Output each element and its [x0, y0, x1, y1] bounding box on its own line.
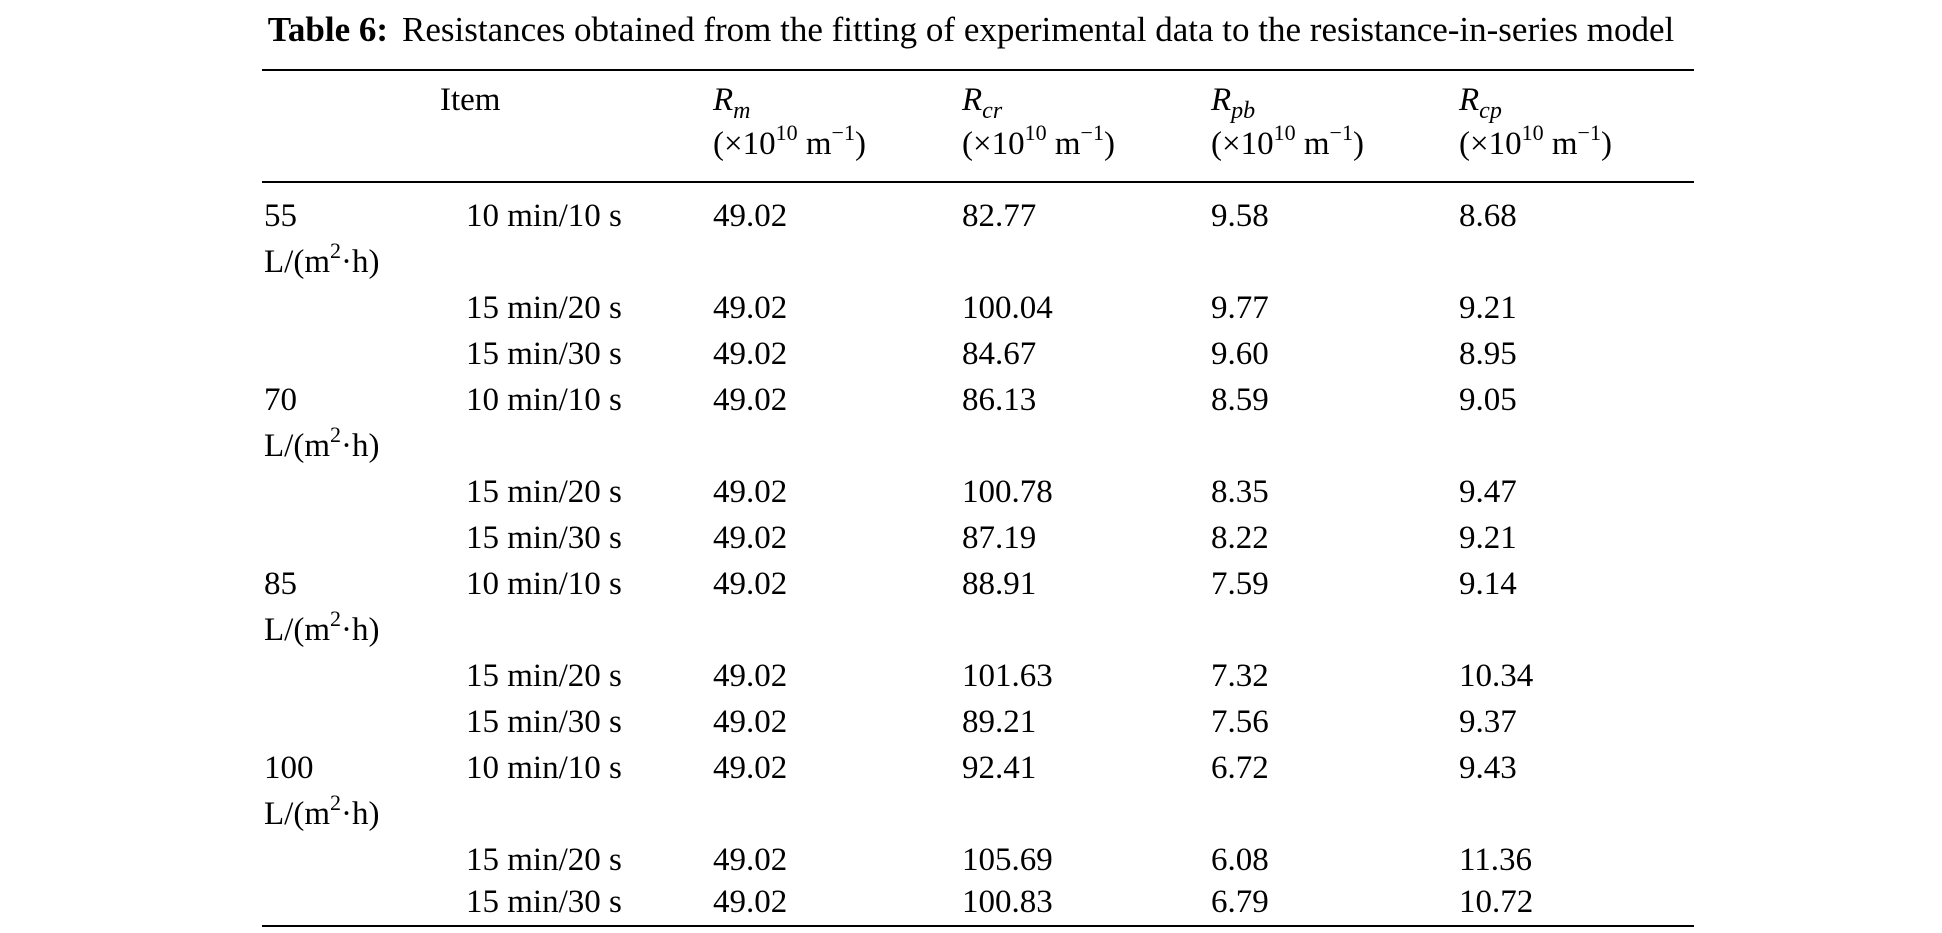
- cell-rcp: 9.21: [1459, 290, 1517, 326]
- cell-rcr: 100.78: [962, 474, 1053, 510]
- row-condition: 10 min/10 s: [466, 566, 622, 602]
- cell-rm: 49.02: [713, 290, 788, 326]
- cell-rm: 49.02: [713, 658, 788, 694]
- cell-rcr: 100.04: [962, 290, 1053, 326]
- row-condition: 15 min/30 s: [466, 336, 622, 372]
- cell-rm: 49.02: [713, 884, 788, 920]
- row-condition: 15 min/20 s: [466, 842, 622, 878]
- row-condition: 15 min/20 s: [466, 474, 622, 510]
- cell-rcr: 82.77: [962, 198, 1037, 234]
- header-rcp: Rcp (×1010 m−1): [1459, 78, 1612, 166]
- caption-text: Resistances obtained from the fitting of…: [402, 10, 1675, 49]
- cell-rm: 49.02: [713, 382, 788, 418]
- cell-rm: 49.02: [713, 336, 788, 372]
- row-condition: 15 min/20 s: [466, 290, 622, 326]
- cell-rm: 49.02: [713, 474, 788, 510]
- cell-rcr: 86.13: [962, 382, 1037, 418]
- row-condition: 15 min/20 s: [466, 658, 622, 694]
- header-rpb-unit: (×1010 m−1): [1211, 120, 1364, 163]
- cell-rcr: 89.21: [962, 704, 1037, 740]
- cell-rcr: 92.41: [962, 750, 1037, 786]
- cell-rpb: 6.72: [1211, 750, 1269, 786]
- group-flux-unit: L/(m2·h): [264, 606, 380, 649]
- group-flux: 55: [264, 198, 297, 234]
- table-caption: Table 6: Resistances obtained from the fi…: [0, 8, 1942, 52]
- cell-rcp: 9.43: [1459, 750, 1517, 786]
- group-flux-unit: L/(m2·h): [264, 422, 380, 465]
- cell-rm: 49.02: [713, 842, 788, 878]
- row-condition: 15 min/30 s: [466, 704, 622, 740]
- group-flux-unit: L/(m2·h): [264, 790, 380, 833]
- cell-rcr: 105.69: [962, 842, 1053, 878]
- cell-rpb: 7.32: [1211, 658, 1269, 694]
- header-rpb: Rpb (×1010 m−1): [1211, 78, 1364, 166]
- header-rule: [262, 181, 1694, 183]
- cell-rcp: 8.95: [1459, 336, 1517, 372]
- row-condition: 15 min/30 s: [466, 884, 622, 920]
- cell-rpb: 9.77: [1211, 290, 1269, 326]
- row-condition: 15 min/30 s: [466, 520, 622, 556]
- cell-rcr: 100.83: [962, 884, 1053, 920]
- cell-rpb: 7.56: [1211, 704, 1269, 740]
- cell-rpb: 6.79: [1211, 884, 1269, 920]
- group-flux: 100: [264, 750, 314, 786]
- group-flux: 70: [264, 382, 297, 418]
- header-rcp-unit: (×1010 m−1): [1459, 120, 1612, 163]
- header-rm: Rm (×1010 m−1): [713, 78, 866, 166]
- cell-rcp: 9.21: [1459, 520, 1517, 556]
- cell-rcp: 9.47: [1459, 474, 1517, 510]
- cell-rcr: 88.91: [962, 566, 1037, 602]
- row-condition: 10 min/10 s: [466, 750, 622, 786]
- cell-rcp: 11.36: [1459, 842, 1533, 878]
- header-rpb-symbol: Rpb: [1211, 82, 1256, 124]
- top-rule: [262, 69, 1694, 71]
- row-condition: 10 min/10 s: [466, 198, 622, 234]
- header-rm-unit: (×1010 m−1): [713, 120, 866, 163]
- cell-rpb: 8.59: [1211, 382, 1269, 418]
- cell-rm: 49.02: [713, 520, 788, 556]
- bottom-rule: [262, 925, 1694, 927]
- item-header: Item: [440, 82, 501, 118]
- cell-rm: 49.02: [713, 198, 788, 234]
- cell-rcr: 101.63: [962, 658, 1053, 694]
- cell-rcp: 8.68: [1459, 198, 1517, 234]
- cell-rcp: 9.14: [1459, 566, 1517, 602]
- cell-rpb: 9.60: [1211, 336, 1269, 372]
- cell-rcp: 9.05: [1459, 382, 1517, 418]
- cell-rpb: 8.22: [1211, 520, 1269, 556]
- cell-rpb: 6.08: [1211, 842, 1269, 878]
- cell-rm: 49.02: [713, 566, 788, 602]
- cell-rm: 49.02: [713, 704, 788, 740]
- group-flux: 85: [264, 566, 297, 602]
- header-rcp-symbol: Rcp: [1459, 82, 1502, 124]
- header-rcr: Rcr (×1010 m−1): [962, 78, 1115, 166]
- group-flux-unit: L/(m2·h): [264, 238, 380, 281]
- cell-rcp: 9.37: [1459, 704, 1517, 740]
- header-rm-symbol: Rm: [713, 82, 751, 124]
- cell-rcr: 87.19: [962, 520, 1037, 556]
- header-rcr-symbol: Rcr: [962, 82, 1003, 124]
- row-condition: 10 min/10 s: [466, 382, 622, 418]
- cell-rpb: 8.35: [1211, 474, 1269, 510]
- cell-rcp: 10.34: [1459, 658, 1534, 694]
- cell-rpb: 9.58: [1211, 198, 1269, 234]
- cell-rcp: 10.72: [1459, 884, 1534, 920]
- header-rcr-unit: (×1010 m−1): [962, 120, 1115, 163]
- cell-rpb: 7.59: [1211, 566, 1269, 602]
- cell-rm: 49.02: [713, 750, 788, 786]
- cell-rcr: 84.67: [962, 336, 1037, 372]
- caption-label: Table 6:: [267, 10, 389, 49]
